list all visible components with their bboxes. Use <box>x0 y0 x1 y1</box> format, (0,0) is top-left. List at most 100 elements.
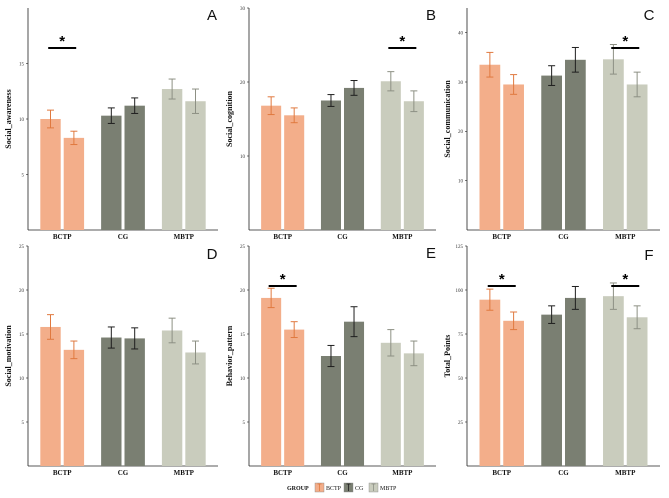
bar-mbtp-2 <box>626 84 648 230</box>
bar-mbtp-2 <box>626 317 648 466</box>
x-tick-label: MBTP <box>392 469 413 477</box>
y-axis-label: Behavior_pattern <box>225 325 234 386</box>
bar-cg-1 <box>320 100 341 230</box>
y-tick-label: 100 <box>456 289 464 294</box>
x-tick-label: CG <box>118 233 129 241</box>
y-tick-label: 20 <box>240 289 246 294</box>
panel-letter: B <box>426 7 436 24</box>
bar-bctp-1 <box>261 297 282 466</box>
x-tick-label: BCTP <box>273 233 292 241</box>
y-tick-label: 30 <box>240 7 246 12</box>
bar-mbtp-1 <box>603 296 624 466</box>
y-axis-label: Social_motivation <box>4 325 13 387</box>
bar-bctp-2 <box>63 137 85 230</box>
y-axis-label: Social_communication <box>443 80 452 158</box>
x-tick-label: BCTP <box>273 469 292 477</box>
y-tick-label: 20 <box>19 289 25 294</box>
bar-cg-1 <box>541 314 562 466</box>
y-tick-label: 50 <box>458 377 464 382</box>
bar-bctp-2 <box>503 320 524 466</box>
y-tick-label: 10 <box>240 377 246 382</box>
panel-E: 5 10 15 20 25 Behavior_pattern BCTP CG MBTP * E <box>225 245 436 477</box>
bar-cg-1 <box>320 356 341 466</box>
y-tick-label: 15 <box>19 333 25 338</box>
legend-label-bctp: BCTP <box>326 486 342 492</box>
panel-D: 5 10 15 20 25 Social_motivation BCTP CG MBTP D <box>4 245 218 477</box>
panel-C: 10 20 30 40 Social_communication BCTP CG MBTP * C <box>443 7 660 241</box>
y-axis-label: Total_Points <box>443 335 452 378</box>
bar-bctp-2 <box>503 84 524 230</box>
x-tick-label: CG <box>558 233 569 241</box>
panel-A: 5 10 15 Social_awareness BCTP CG MBTP * A <box>4 7 218 241</box>
panel-letter: A <box>207 7 217 24</box>
x-tick-label: MBTP <box>615 233 636 241</box>
y-tick-label: 10 <box>19 377 25 382</box>
bar-bctp-1 <box>479 299 501 466</box>
y-axis-label: Social_awareness <box>4 89 13 148</box>
x-tick-label: MBTP <box>174 469 195 477</box>
y-tick-label: 15 <box>240 333 246 338</box>
bar-mbtp-2 <box>185 352 206 466</box>
significance-star: * <box>399 33 405 50</box>
bar-bctp-2 <box>284 115 305 230</box>
x-tick-label: CG <box>337 233 348 241</box>
x-tick-label: CG <box>118 469 129 477</box>
bar-bctp-1 <box>261 105 282 230</box>
x-tick-label: MBTP <box>615 469 636 477</box>
y-tick-label: 40 <box>458 31 464 36</box>
x-tick-label: MBTP <box>174 233 195 241</box>
legend: GROUP BCTP CG MBTP <box>287 482 397 493</box>
legend-label-cg: CG <box>355 486 364 492</box>
bar-bctp-1 <box>479 64 501 230</box>
y-tick-label: 10 <box>240 155 246 160</box>
x-tick-label: CG <box>337 469 348 477</box>
bar-mbtp-2 <box>403 101 424 231</box>
y-tick-label: 5 <box>243 421 246 426</box>
panel-letter: E <box>426 245 436 262</box>
y-axis-label: Social_cognition <box>225 90 234 147</box>
bar-cg-1 <box>101 115 122 230</box>
bar-cg-2 <box>565 297 586 466</box>
bar-cg-2 <box>124 105 145 230</box>
legend-title: GROUP <box>287 486 309 492</box>
bar-bctp-1 <box>40 326 61 466</box>
bar-cg-2 <box>565 59 586 230</box>
legend-label-mbtp: MBTP <box>380 486 397 492</box>
bar-cg-1 <box>541 75 562 230</box>
y-tick-label: 25 <box>19 245 25 250</box>
significance-star: * <box>622 33 628 50</box>
bar-mbtp-2 <box>403 353 424 466</box>
bar-mbtp-1 <box>603 59 624 230</box>
bar-mbtp-2 <box>185 101 206 231</box>
bar-mbtp-1 <box>380 81 401 230</box>
y-tick-label: 15 <box>19 62 25 67</box>
panel-letter: F <box>644 247 653 264</box>
bar-cg-2 <box>344 87 365 230</box>
x-tick-label: CG <box>558 469 569 477</box>
y-tick-label: 20 <box>458 130 464 135</box>
panel-letter: C <box>644 7 655 24</box>
significance-star: * <box>59 33 65 50</box>
panel-B: 10 20 30 Social_cognition BCTP CG MBTP * B <box>225 7 436 241</box>
y-tick-label: 10 <box>19 118 25 123</box>
x-tick-label: MBTP <box>392 233 413 241</box>
significance-star: * <box>622 271 628 288</box>
x-tick-label: BCTP <box>492 469 511 477</box>
bar-mbtp-1 <box>161 330 183 466</box>
bar-bctp-2 <box>63 349 85 466</box>
y-tick-label: 20 <box>240 81 246 86</box>
panel-F: 25 50 75 100 125 Total_Points BCTP CG MBTP * * F <box>443 245 660 477</box>
panel-letter: D <box>207 246 218 263</box>
y-tick-label: 5 <box>22 421 25 426</box>
bar-cg-2 <box>344 321 365 466</box>
y-tick-label: 125 <box>456 245 464 250</box>
significance-star: * <box>280 271 286 288</box>
bar-bctp-2 <box>284 329 305 466</box>
bar-cg-2 <box>124 338 145 466</box>
significance-star: * <box>499 271 505 288</box>
bar-mbtp-1 <box>161 89 183 230</box>
x-tick-label: BCTP <box>53 469 72 477</box>
y-tick-label: 25 <box>458 421 464 426</box>
y-tick-label: 10 <box>458 179 464 184</box>
